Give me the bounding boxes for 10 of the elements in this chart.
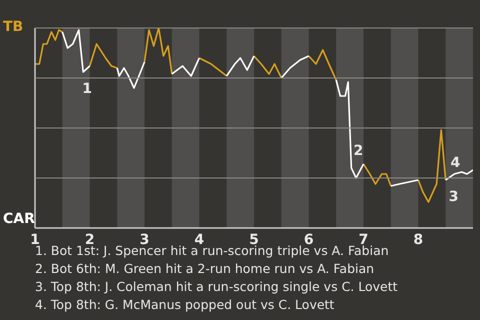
annotation: 1 xyxy=(82,81,92,97)
x-tick-label: 8 xyxy=(413,232,424,248)
text: TB xyxy=(3,19,24,35)
text: 2. Bot 6th: M. Green hit a 2-run home run vs A. Fabian xyxy=(35,260,376,278)
text: 4. Top 8th: G. McManus popped out vs C. Lovett xyxy=(35,296,336,314)
text: 3. Top 8th: J. Coleman hit a run-scoring single vs C. Lovett xyxy=(35,278,398,296)
annotation: 3 xyxy=(448,189,458,205)
annotation: 2 xyxy=(353,143,364,159)
text: CAR xyxy=(3,211,35,227)
annotation: 4 xyxy=(450,155,460,171)
